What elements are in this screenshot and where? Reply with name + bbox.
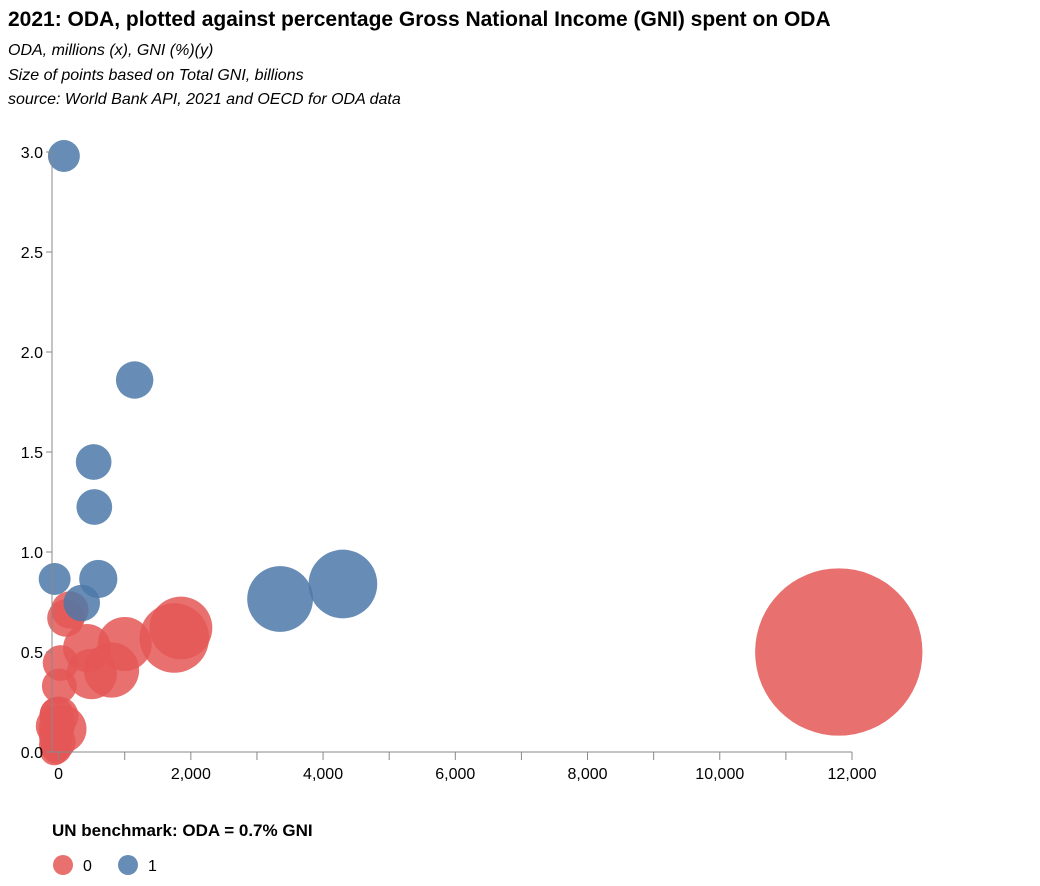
x-tick-label-4: 8,000 (568, 766, 608, 783)
y-tick-label-4: 2.0 (21, 345, 43, 362)
x-tick-label-3: 6,000 (435, 766, 475, 783)
chart-subtitle-source: source: World Bank API, 2021 and OECD fo… (8, 91, 401, 108)
x-tick-label-0: 0 (54, 766, 63, 783)
y-tick-label-1: 0.5 (21, 645, 43, 662)
data-point-series-0-20 (39, 736, 69, 766)
data-point-series-1-1 (247, 566, 313, 632)
data-point-series-0-0 (755, 568, 923, 736)
data-point-series-1-6 (76, 489, 113, 525)
axes-layer: 0.0 0.5 1.0 1.5 2.0 2.5 3.0 0 2,000 4,000 6,000 8,0… (21, 145, 877, 783)
y-tick-label-3: 1.5 (21, 445, 43, 462)
data-point-series-1-0 (308, 549, 378, 619)
x-tick-label-5: 10,000 (695, 766, 744, 783)
data-point-series-1-8 (38, 563, 71, 595)
data-point-series-0-1 (149, 596, 213, 660)
legend-label-0: 0 (83, 858, 92, 875)
chart-subtitle-axes: ODA, millions (x), GNI (%)(y) (8, 42, 214, 59)
legend-swatch-0 (53, 855, 73, 875)
data-point-series-1-5 (75, 444, 112, 480)
data-point-series-1-2 (115, 361, 154, 399)
legend-label-1: 1 (148, 858, 157, 875)
data-point-series-0-10 (41, 668, 77, 704)
x-tick-label-1: 2,000 (171, 766, 211, 783)
y-tick-label-6: 3.0 (21, 145, 43, 162)
legend-swatch-1 (118, 855, 138, 875)
data-point-series-1-7 (47, 140, 80, 172)
y-tick-label-2: 1.0 (21, 545, 43, 562)
data-point-series-1-4 (63, 584, 101, 622)
x-tick-label-2: 4,000 (303, 766, 343, 783)
x-tick-label-6: 12,000 (828, 766, 877, 783)
y-tick-label-0: 0.0 (21, 745, 43, 762)
y-tick-label-5: 2.5 (21, 245, 43, 262)
points-layer (35, 140, 923, 766)
chart-subtitle-size: Size of points based on Total GNI, billi… (8, 67, 304, 84)
chart-title: 2021: ODA, plotted against percentage Gr… (8, 8, 831, 31)
legend-title: UN benchmark: ODA = 0.7% GNI (52, 821, 313, 840)
data-point-series-0-3 (97, 616, 152, 672)
